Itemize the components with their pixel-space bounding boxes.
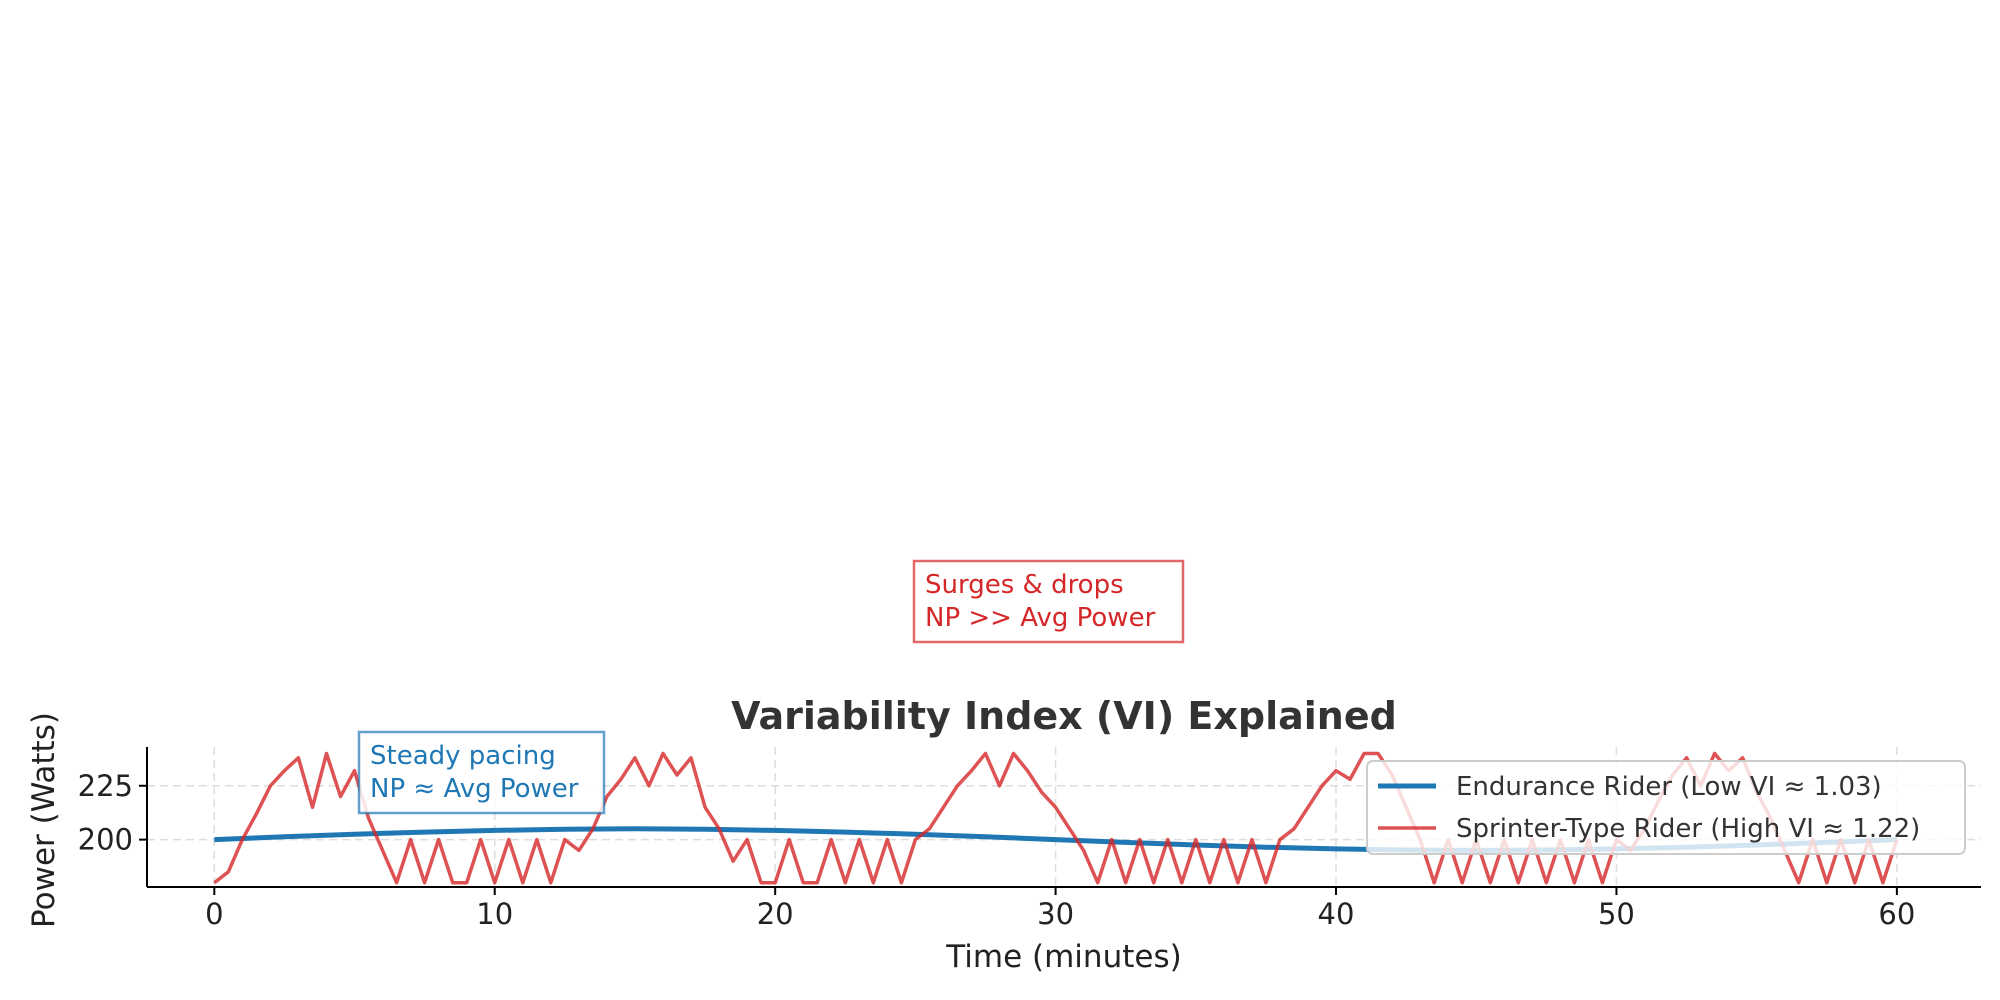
y-tick-label: 225 (78, 769, 133, 803)
annotation-steady: Steady pacing NP ≈ Avg Power (357, 730, 606, 815)
annotation-steady-line2: NP ≈ Avg Power (370, 774, 579, 804)
y-tick-label: 200 (78, 823, 133, 857)
x-tick-label: 10 (476, 897, 513, 931)
x-tick-label: 0 (205, 897, 223, 931)
annotation-surges-line1: Surges & drops (925, 570, 1124, 600)
x-axis-label: Time (minutes) (945, 939, 1181, 975)
annotation-surges-line2: NP >> Avg Power (925, 603, 1156, 633)
legend-label-endurance: Endurance Rider (Low VI ≈ 1.03) (1456, 772, 1882, 802)
annotation-surges: Surges & drops NP >> Avg Power (912, 559, 1185, 644)
x-tick-label: 30 (1037, 897, 1074, 931)
annotation-steady-line1: Steady pacing (370, 741, 556, 771)
legend: Endurance Rider (Low VI ≈ 1.03) Sprinter… (1366, 760, 1966, 855)
chart-title: Variability Index (VI) Explained (731, 694, 1397, 738)
x-tick-label: 40 (1318, 897, 1355, 931)
x-tick-label: 50 (1598, 897, 1635, 931)
x-tick-label: 60 (1878, 897, 1915, 931)
y-axis-label: Power (Watts) (26, 712, 62, 928)
legend-label-sprinter: Sprinter-Type Rider (High VI ≈ 1.22) (1456, 814, 1920, 844)
axis-ticks: 0 10 20 30 40 50 60 200 225 (78, 769, 1916, 931)
x-tick-label: 20 (757, 897, 794, 931)
